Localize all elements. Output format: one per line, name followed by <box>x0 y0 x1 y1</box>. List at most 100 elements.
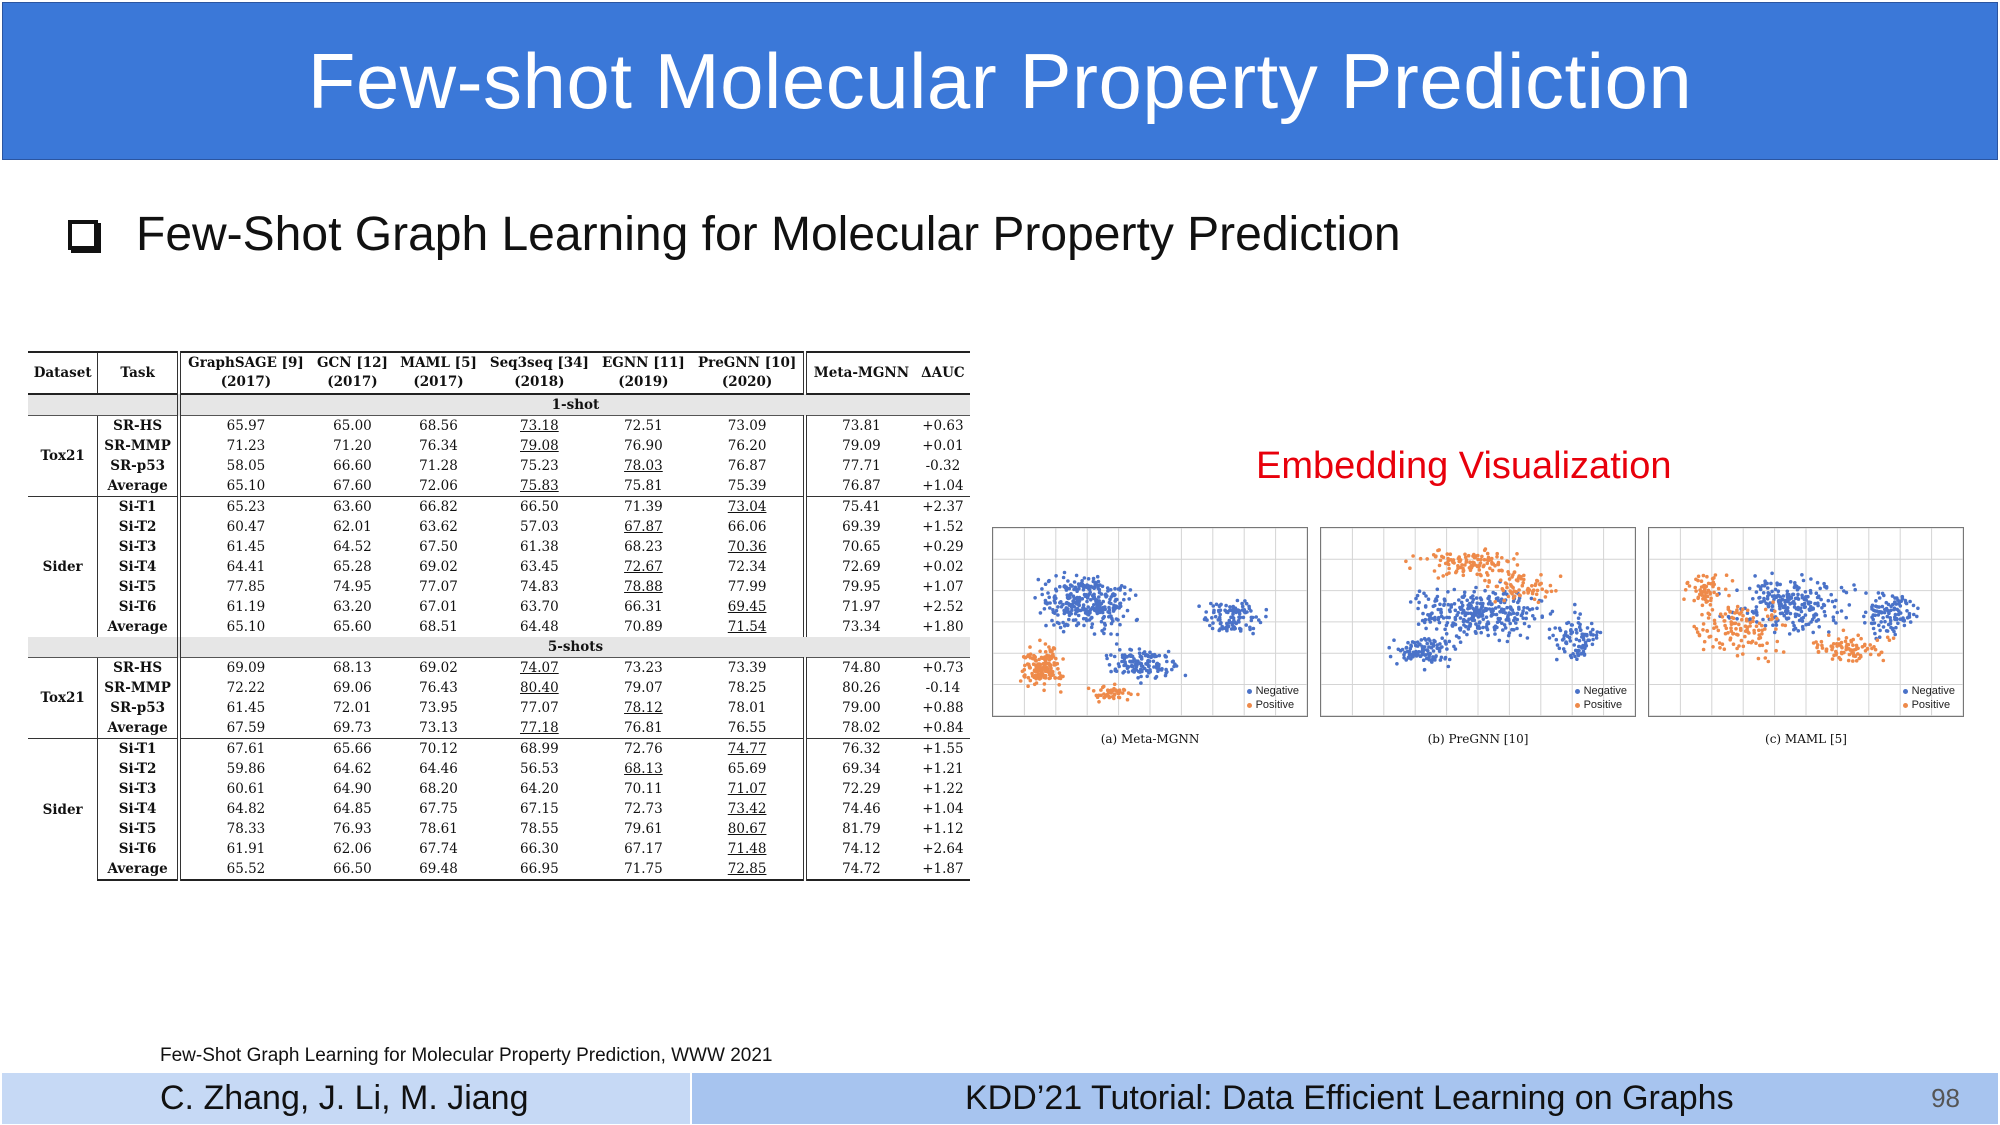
negative-point <box>1089 598 1093 602</box>
positive-point <box>1512 589 1517 593</box>
negative-point <box>1578 612 1582 616</box>
negative-point <box>1442 597 1447 601</box>
negative-point <box>1444 632 1449 636</box>
negative-point <box>1417 600 1421 605</box>
negative-point <box>1564 641 1568 645</box>
positive-point <box>1757 621 1762 626</box>
value-cell: 73.04 <box>691 496 806 517</box>
negative-point <box>1232 618 1236 623</box>
negative-point <box>1061 620 1065 625</box>
negative-point <box>1445 647 1449 651</box>
negative-point <box>1505 639 1510 644</box>
positive-point <box>1554 589 1558 593</box>
negative-point <box>1096 579 1101 584</box>
positive-point <box>1037 674 1042 679</box>
negative-point <box>1117 606 1121 610</box>
value-cell: 65.10 <box>176 617 311 637</box>
negative-point <box>1236 619 1241 623</box>
negative-point <box>1038 611 1043 615</box>
negative-point <box>1530 607 1535 611</box>
positive-point <box>1875 638 1880 642</box>
negative-point <box>1143 653 1148 658</box>
negative-point <box>1165 659 1169 664</box>
positive-point <box>1447 566 1451 571</box>
value-cell: +2.37 <box>915 496 970 517</box>
positive-point <box>1731 616 1736 621</box>
negative-point <box>1490 610 1494 614</box>
value-cell: 74.83 <box>520 579 559 595</box>
value-cell: 65.52 <box>176 859 311 881</box>
negative-point <box>1147 659 1152 663</box>
value-cell: 72.51 <box>624 418 663 434</box>
negative-point <box>1881 625 1886 629</box>
negative-point <box>1809 604 1813 609</box>
panel-caption: (c) MAML [5] <box>1765 732 1847 746</box>
legend-negative-label: Negative <box>1255 685 1299 697</box>
column-header: MAML [5] (2017) <box>393 351 484 395</box>
negative-point <box>1468 622 1473 627</box>
value-cell: +1.22 <box>922 781 964 797</box>
positive-point <box>1860 645 1865 649</box>
negative-point <box>1231 612 1235 616</box>
negative-point <box>1583 632 1588 637</box>
positive-point <box>1525 588 1530 592</box>
negative-point <box>1109 621 1114 626</box>
positive-point <box>1760 623 1764 628</box>
section-label: 1-shot <box>176 394 970 416</box>
negative-point <box>1074 608 1079 612</box>
negative-point <box>1460 611 1465 615</box>
negative-point <box>1156 666 1160 671</box>
positive-point <box>1418 556 1423 561</box>
negative-point <box>1791 592 1796 597</box>
negative-point <box>1786 609 1790 613</box>
negative-point <box>1465 632 1469 637</box>
positive-point <box>1508 583 1513 587</box>
positive-point <box>1700 612 1704 617</box>
negative-point <box>1474 596 1479 600</box>
negative-point <box>1551 633 1555 638</box>
value-cell: 72.22 <box>176 678 311 698</box>
negative-point <box>1170 660 1175 664</box>
negative-point <box>1576 616 1581 620</box>
negative-point <box>1218 627 1222 631</box>
negative-point <box>1134 618 1139 623</box>
negative-point <box>1895 607 1899 612</box>
negative-point <box>1770 604 1775 609</box>
value-cell: 63.70 <box>520 599 559 615</box>
negative-point <box>1524 616 1528 621</box>
positive-point <box>1488 566 1492 571</box>
positive-point <box>1445 552 1450 556</box>
negative-point <box>1512 618 1516 623</box>
negative-point <box>1404 646 1409 650</box>
negative-point <box>1500 607 1504 611</box>
value-cell: 68.99 <box>483 738 596 759</box>
negative-point <box>1040 587 1044 591</box>
negative-point <box>1762 596 1766 601</box>
negative-point <box>1862 614 1866 619</box>
column-header-label: GCN [12] <box>317 355 388 371</box>
positive-point <box>1117 695 1122 700</box>
negative-point <box>1525 636 1530 640</box>
negative-point <box>1453 617 1458 622</box>
positive-point <box>1692 624 1696 629</box>
value-cell: 65.66 <box>310 738 394 759</box>
negative-point <box>1555 657 1559 662</box>
negative-point <box>1128 588 1133 592</box>
negative-point <box>1893 612 1898 617</box>
positive-point <box>1760 643 1765 648</box>
value-cell: 72.34 <box>727 559 767 575</box>
positive-point <box>1683 588 1688 592</box>
negative-point <box>1243 599 1247 603</box>
table-row: Average 65.52 66.50 69.48 66.95 71.75 72.85 74.… <box>28 859 970 881</box>
negative-point <box>1092 603 1096 607</box>
positive-point <box>1876 653 1881 657</box>
positive-point <box>1820 646 1825 650</box>
negative-point <box>1757 596 1761 600</box>
negative-point <box>1237 608 1241 613</box>
value-cell: 74.07 <box>520 660 559 676</box>
positive-point <box>1464 558 1469 562</box>
positive-point <box>1057 683 1061 687</box>
positive-point <box>1708 590 1712 595</box>
value-cell: +1.04 <box>922 801 964 817</box>
results-table: Dataset Task GraphSAGE [9] (2017) GCN [12] (2… <box>28 351 970 881</box>
